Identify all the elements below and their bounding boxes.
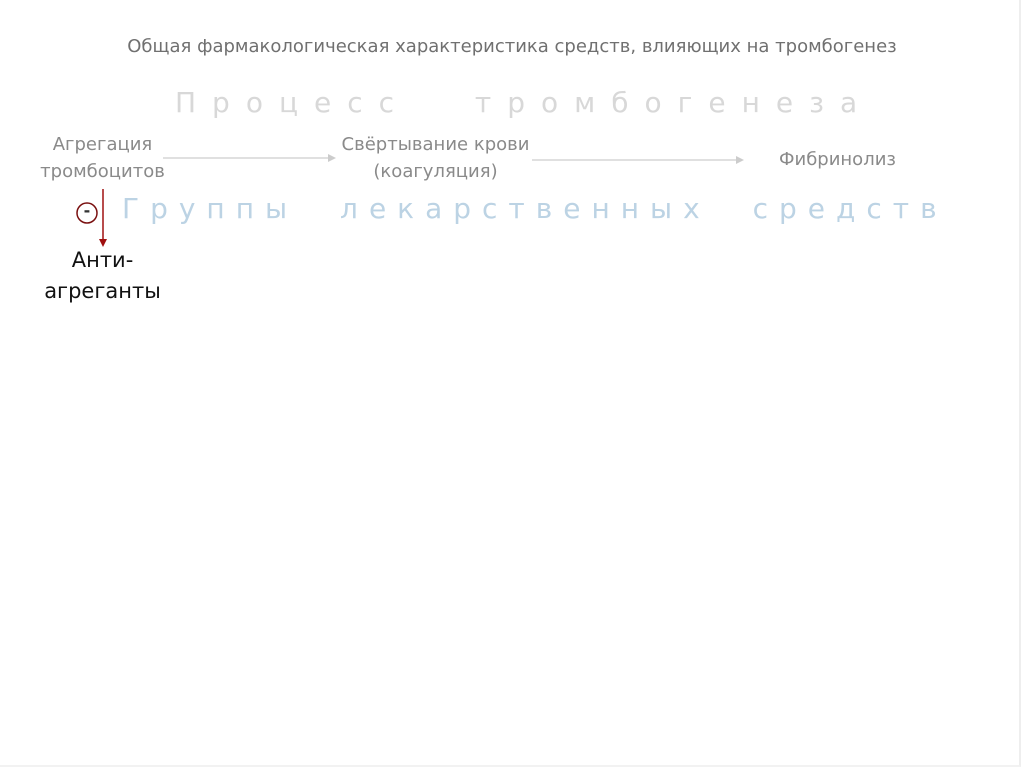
drug-label-line2: агреганты bbox=[44, 279, 161, 303]
drug-group-antiaggregants: Анти- агреганты bbox=[25, 245, 180, 307]
stage-label-line1: Свёртывание крови bbox=[341, 134, 530, 155]
stage-coagulation: Свёртывание крови (коагуляция) bbox=[318, 131, 553, 185]
arrow-aggregation-to-coagulation bbox=[163, 154, 336, 162]
groups-heading: Группы лекарственных средств bbox=[122, 192, 948, 225]
stage-label-line1: Агрегация bbox=[52, 134, 153, 155]
drug-label-line1: Анти- bbox=[71, 248, 134, 272]
inhibition-sign: - bbox=[83, 201, 91, 220]
inhibition-arrow bbox=[99, 189, 107, 247]
arrow-coagulation-to-fibrinolysis bbox=[532, 156, 744, 164]
stage-platelet-aggregation: Агрегация тромбоцитов bbox=[20, 131, 185, 185]
minus-circle-icon bbox=[76, 202, 98, 224]
stage-fibrinolysis: Фибринолиз bbox=[779, 149, 896, 170]
process-heading: Процесс тромбогенеза bbox=[175, 86, 874, 119]
stage-label-line2: (коагуляция) bbox=[373, 161, 498, 182]
slide-title: Общая фармакологическая характеристика с… bbox=[127, 36, 897, 57]
stage-label-line2: тромбоцитов bbox=[40, 161, 165, 182]
